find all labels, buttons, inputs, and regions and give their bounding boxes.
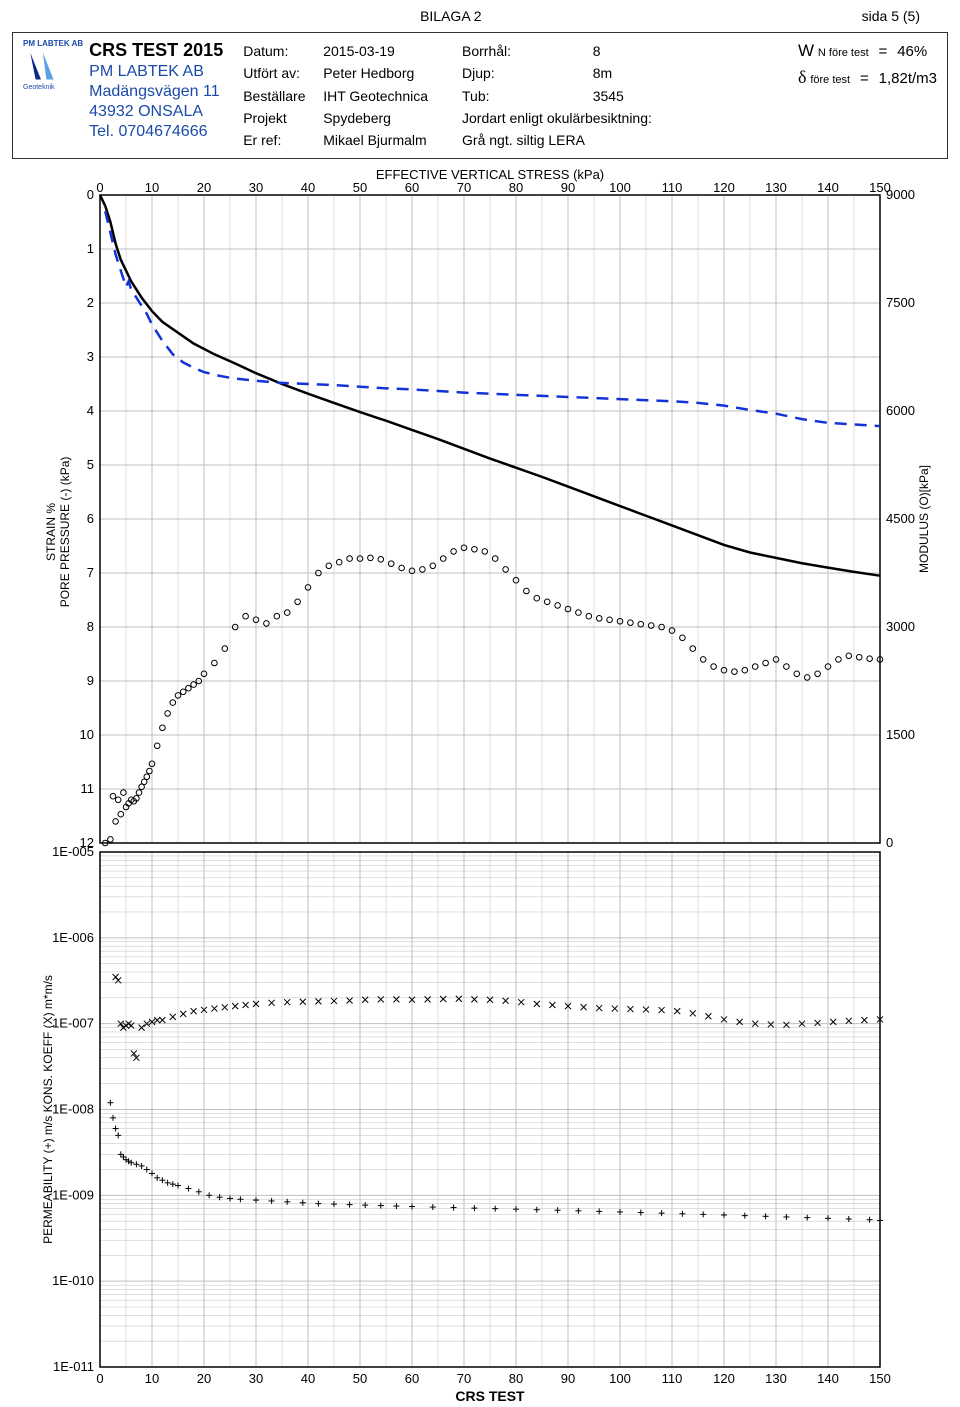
- svg-text:EFFECTIVE VERTICAL STRESS (kPa: EFFECTIVE VERTICAL STRESS (kPa): [376, 167, 604, 182]
- svg-text:3000: 3000: [886, 619, 915, 634]
- svg-text:1E-009: 1E-009: [52, 1188, 94, 1203]
- svg-text:9000: 9000: [886, 187, 915, 202]
- svg-text:130: 130: [765, 180, 787, 195]
- company-col: CRS TEST 2015 PM LABTEK AB Madängsvägen …: [89, 39, 223, 142]
- svg-text:3: 3: [87, 349, 94, 364]
- svg-text:70: 70: [457, 1371, 471, 1386]
- test-title: CRS TEST 2015: [89, 39, 223, 62]
- svg-text:20: 20: [197, 1371, 211, 1386]
- company-line: 43932 ONSALA: [89, 102, 223, 122]
- svg-text:60: 60: [405, 180, 419, 195]
- svg-text:0: 0: [96, 180, 103, 195]
- svg-text:80: 80: [509, 1371, 523, 1386]
- meta-col-2: Borrhål:8 Djup:8m Tub:3545 Jordart enlig…: [460, 39, 666, 152]
- svg-text:90: 90: [561, 180, 575, 195]
- svg-text:60: 60: [405, 1371, 419, 1386]
- svg-text:PERMEABILITY (+) m/s KONS. KOE: PERMEABILITY (+) m/s KONS. KOEFF (X) m*m…: [41, 976, 55, 1245]
- svg-text:0: 0: [96, 1371, 103, 1386]
- company-line: Madängsvägen 11: [89, 82, 223, 102]
- svg-text:40: 40: [301, 180, 315, 195]
- svg-text:1E-011: 1E-011: [53, 1359, 94, 1374]
- meta-col-1: Datum:2015-03-19 Utfört av:Peter Hedborg…: [241, 39, 442, 152]
- svg-text:1E-005: 1E-005: [52, 847, 94, 859]
- svg-text:10: 10: [145, 1371, 159, 1386]
- svg-text:100: 100: [609, 180, 631, 195]
- svg-text:1: 1: [87, 241, 94, 256]
- svg-text:50: 50: [353, 180, 367, 195]
- svg-text:STRAIN %PORE PRESSURE (-) (kPa: STRAIN %PORE PRESSURE (-) (kPa): [44, 457, 72, 608]
- svg-text:11: 11: [81, 781, 95, 796]
- svg-text:100: 100: [609, 1371, 631, 1386]
- svg-text:10: 10: [80, 727, 94, 742]
- top-chart: 0102030405060708090100110120130140150012…: [40, 167, 940, 847]
- svg-text:1E-006: 1E-006: [52, 930, 94, 945]
- svg-text:5: 5: [87, 457, 94, 472]
- company-line: Tel. 0704674666: [89, 122, 223, 142]
- logo-block: PM LABTEK AB Geoteknik CRS TEST 2015 PM …: [23, 39, 223, 142]
- svg-text:140: 140: [817, 1371, 839, 1386]
- svg-text:8: 8: [87, 619, 94, 634]
- header-center: BILAGA 2: [420, 8, 481, 24]
- svg-text:110: 110: [662, 180, 683, 195]
- svg-text:80: 80: [509, 180, 523, 195]
- company-line: PM LABTEK AB: [89, 62, 223, 82]
- svg-text:MODULUS (O)[kPa]: MODULUS (O)[kPa]: [917, 465, 931, 573]
- svg-text:30: 30: [249, 1371, 263, 1386]
- svg-text:1500: 1500: [886, 727, 915, 742]
- svg-text:30: 30: [249, 180, 263, 195]
- logo-text: PM LABTEK AB: [23, 39, 83, 48]
- svg-text:6: 6: [87, 511, 94, 526]
- svg-text:20: 20: [197, 180, 211, 195]
- svg-text:CRS TEST: CRS TEST: [455, 1388, 525, 1404]
- svg-text:140: 140: [817, 180, 839, 195]
- bottom-chart: 1E-005 1E-006 1E-007 1E-008 1E-009 1E-010 1E-0…: [40, 847, 940, 1407]
- svg-text:10: 10: [145, 180, 159, 195]
- doc-header: BILAGA 2 sida 5 (5): [0, 0, 960, 28]
- svg-text:70: 70: [457, 180, 471, 195]
- svg-text:150: 150: [869, 1371, 891, 1386]
- info-box: PM LABTEK AB Geoteknik CRS TEST 2015 PM …: [12, 32, 948, 159]
- svg-text:1E-010: 1E-010: [52, 1274, 94, 1289]
- svg-text:6000: 6000: [886, 403, 915, 418]
- svg-text:50: 50: [353, 1371, 367, 1386]
- svg-text:9: 9: [87, 673, 94, 688]
- meta-col-3: W N före test = 46% δ före test = 1,82t/…: [798, 39, 937, 90]
- svg-text:4500: 4500: [886, 511, 915, 526]
- svg-text:2: 2: [87, 295, 94, 310]
- svg-text:0: 0: [886, 835, 893, 847]
- logo-icon: [23, 48, 59, 84]
- svg-text:4: 4: [87, 403, 94, 418]
- header-right: sida 5 (5): [862, 8, 920, 24]
- svg-text:40: 40: [301, 1371, 315, 1386]
- svg-text:7500: 7500: [886, 295, 915, 310]
- svg-text:110: 110: [662, 1371, 683, 1386]
- svg-text:1E-008: 1E-008: [52, 1102, 94, 1117]
- svg-text:120: 120: [713, 1371, 735, 1386]
- svg-text:130: 130: [765, 1371, 787, 1386]
- logo-sub: Geoteknik: [23, 84, 83, 91]
- svg-text:0: 0: [87, 187, 94, 202]
- svg-text:7: 7: [87, 565, 94, 580]
- svg-text:1E-007: 1E-007: [52, 1016, 94, 1031]
- svg-text:12: 12: [80, 835, 94, 847]
- svg-text:120: 120: [713, 180, 735, 195]
- svg-text:90: 90: [561, 1371, 575, 1386]
